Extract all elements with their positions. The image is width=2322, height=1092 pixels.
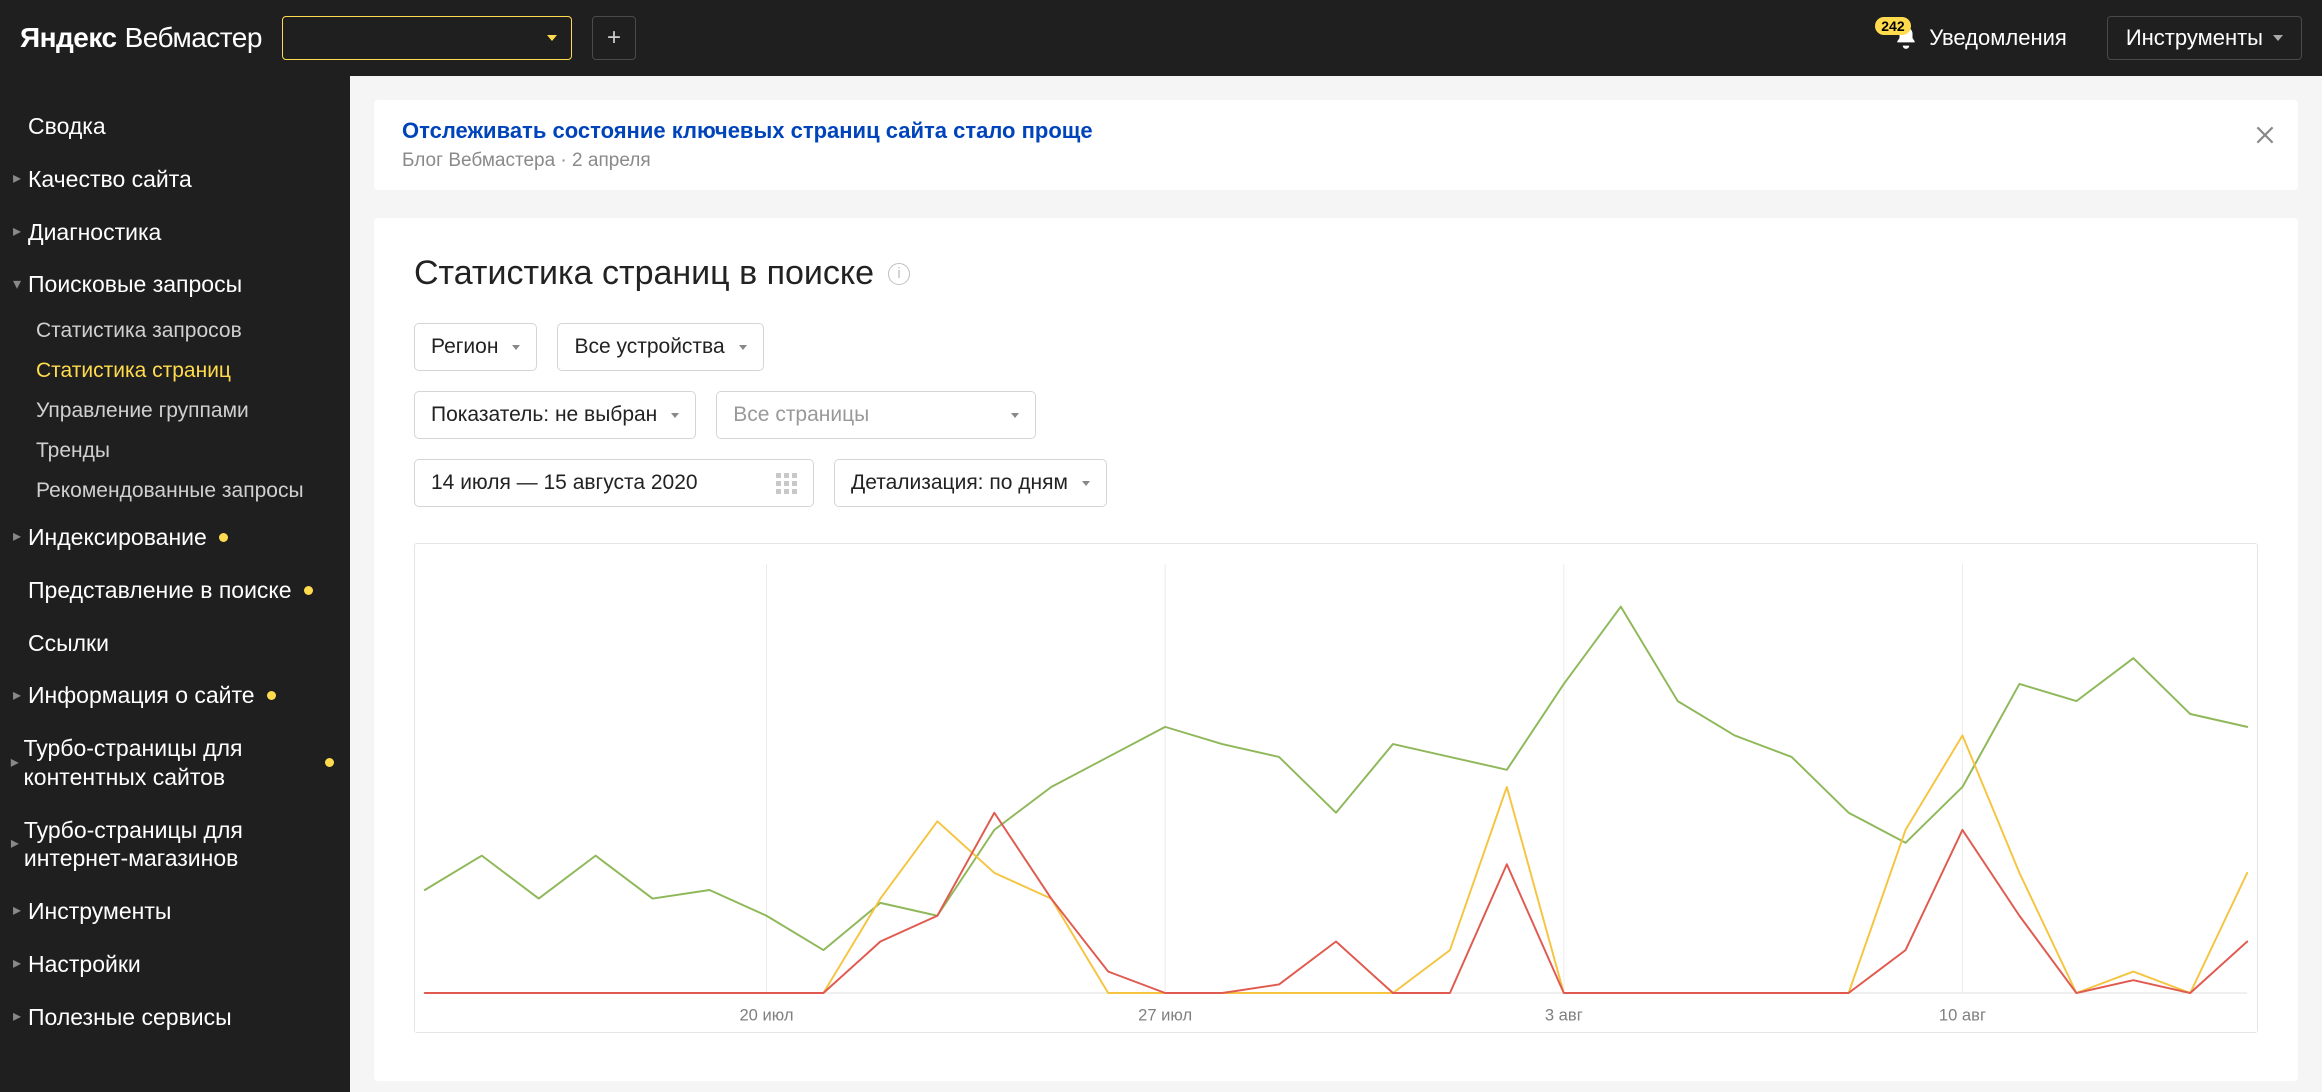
pages-select[interactable]: Все страницы: [716, 391, 1036, 439]
metric-label: Показатель: не выбран: [431, 403, 657, 427]
caret-icon: ▸: [10, 956, 24, 972]
logo[interactable]: Яндекс Вебмастер: [20, 22, 262, 54]
sidebar-subitem[interactable]: Рекомендованные запросы: [36, 471, 350, 511]
sidebar-subitem[interactable]: Статистика запросов: [36, 311, 350, 351]
sidebar-item[interactable]: Ссылки: [0, 617, 350, 670]
chevron-down-icon: [1011, 413, 1019, 418]
sidebar-item-label: Диагностика: [28, 218, 161, 247]
status-dot: [219, 533, 228, 542]
chevron-down-icon: [512, 345, 520, 350]
sidebar-item-label: Поисковые запросы: [28, 270, 242, 299]
sidebar-item-label: Инструменты: [28, 897, 171, 926]
chevron-down-icon: [547, 35, 557, 41]
caret-icon: ▸: [10, 688, 24, 704]
devices-select[interactable]: Все устройства: [557, 323, 763, 371]
line-chart: 20 июл 27 июл 3 авг 10 авг: [415, 554, 2257, 1032]
daterange-label: 14 июля — 15 августа 2020: [431, 471, 698, 495]
detail-label: Детализация: по дням: [851, 471, 1068, 495]
caret-icon: ▸: [10, 224, 24, 240]
sidebar-item[interactable]: ▸Индексирование: [0, 511, 350, 564]
sidebar-item-label: Настройки: [28, 950, 141, 979]
sidebar-item[interactable]: ▸Качество сайта: [0, 153, 350, 206]
notifications-button[interactable]: 242 Уведомления: [1893, 25, 2067, 51]
metric-select[interactable]: Показатель: не выбран: [414, 391, 696, 439]
sidebar-item[interactable]: ▸Турбо-страницы для контентных сайтов: [0, 722, 350, 804]
caret-icon: ▾: [10, 277, 24, 293]
sidebar-subnav: Статистика запросовСтатистика страницУпр…: [0, 311, 350, 511]
add-site-button[interactable]: +: [592, 16, 636, 60]
main-content: Отслеживать состояние ключевых страниц с…: [350, 76, 2322, 1092]
sidebar-item[interactable]: ▸Полезные сервисы: [0, 991, 350, 1044]
notifications-label: Уведомления: [1929, 25, 2067, 51]
sidebar: Сводка▸Качество сайта▸Диагностика▾Поиско…: [0, 76, 350, 1092]
banner-date: 2 апреля: [572, 150, 651, 171]
caret-icon: ▸: [10, 903, 24, 919]
tools-label: Инструменты: [2126, 25, 2263, 51]
sidebar-item[interactable]: ▾Поисковые запросы: [0, 258, 350, 311]
caret-icon: ▸: [10, 1009, 24, 1025]
banner-meta: Блог Вебмастера · 2 апреля: [402, 150, 2270, 172]
caret-icon: ▸: [10, 171, 24, 187]
sidebar-item[interactable]: ▸Турбо-страницы для интернет-магазинов: [0, 804, 350, 886]
sidebar-item-label: Качество сайта: [28, 165, 192, 194]
page-title-text: Статистика страниц в поиске: [414, 254, 874, 293]
filters: Регион Все устройства Показатель: не выб…: [414, 323, 2258, 507]
svg-text:20 июл: 20 июл: [739, 1005, 793, 1024]
sidebar-item-label: Сводка: [28, 112, 106, 141]
logo-yandex: Яндекс: [20, 22, 117, 54]
daterange-select[interactable]: 14 июля — 15 августа 2020: [414, 459, 814, 507]
sidebar-item-label: Турбо-страницы для интернет-магазинов: [24, 816, 334, 874]
devices-label: Все устройства: [574, 335, 724, 359]
sidebar-item[interactable]: ▸Инструменты: [0, 885, 350, 938]
banner-close-button[interactable]: [2252, 122, 2278, 153]
region-label: Регион: [431, 335, 498, 359]
status-dot: [304, 586, 313, 595]
news-banner: Отслеживать состояние ключевых страниц с…: [374, 100, 2298, 190]
svg-text:27 июл: 27 июл: [1138, 1005, 1192, 1024]
notifications-badge: 242: [1875, 17, 1910, 35]
chevron-down-icon: [671, 413, 679, 418]
sidebar-item[interactable]: ▸Информация о сайте: [0, 669, 350, 722]
caret-icon: ▸: [10, 755, 19, 771]
sidebar-item-label: Полезные сервисы: [28, 1003, 232, 1032]
plus-icon: +: [607, 24, 621, 52]
sidebar-subitem[interactable]: Тренды: [36, 431, 350, 471]
detail-select[interactable]: Детализация: по дням: [834, 459, 1107, 507]
sidebar-item[interactable]: Представление в поиске: [0, 564, 350, 617]
sidebar-subitem[interactable]: Статистика страниц: [36, 351, 350, 391]
banner-source: Блог Вебмастера: [402, 150, 555, 171]
region-select[interactable]: Регион: [414, 323, 537, 371]
app-header: Яндекс Вебмастер + 242 Уведомления Инстр…: [0, 0, 2322, 76]
site-selector[interactable]: [282, 16, 572, 60]
banner-sep: ·: [555, 150, 572, 171]
tools-menu-button[interactable]: Инструменты: [2107, 16, 2302, 60]
status-dot: [325, 758, 334, 767]
logo-product: Вебмастер: [125, 22, 262, 54]
stats-panel: Статистика страниц в поиске i Регион Все…: [374, 218, 2298, 1081]
sidebar-item[interactable]: ▸Диагностика: [0, 206, 350, 259]
svg-text:3 авг: 3 авг: [1545, 1005, 1583, 1024]
sidebar-item-label: Ссылки: [28, 629, 109, 658]
sidebar-subitem[interactable]: Управление группами: [36, 391, 350, 431]
sidebar-item-label: Представление в поиске: [28, 576, 292, 605]
sidebar-item-label: Турбо-страницы для контентных сайтов: [23, 734, 313, 792]
chart-container: 20 июл 27 июл 3 авг 10 авг: [414, 543, 2258, 1033]
sidebar-item-label: Информация о сайте: [28, 681, 255, 710]
sidebar-item-label: Индексирование: [28, 523, 207, 552]
sidebar-item[interactable]: Сводка: [0, 100, 350, 153]
svg-text:10 авг: 10 авг: [1939, 1005, 1986, 1024]
status-dot: [267, 691, 276, 700]
banner-title-link[interactable]: Отслеживать состояние ключевых страниц с…: [402, 118, 2270, 144]
info-icon[interactable]: i: [888, 263, 910, 285]
chevron-down-icon: [739, 345, 747, 350]
chevron-down-icon: [2273, 35, 2283, 41]
chevron-down-icon: [1082, 481, 1090, 486]
caret-icon: ▸: [10, 836, 20, 852]
caret-icon: ▸: [10, 529, 24, 545]
calendar-icon: [776, 473, 797, 494]
pages-placeholder: Все страницы: [733, 403, 869, 427]
page-title: Статистика страниц в поиске i: [414, 254, 2258, 293]
bell-icon: 242: [1893, 25, 1919, 51]
sidebar-item[interactable]: ▸Настройки: [0, 938, 350, 991]
